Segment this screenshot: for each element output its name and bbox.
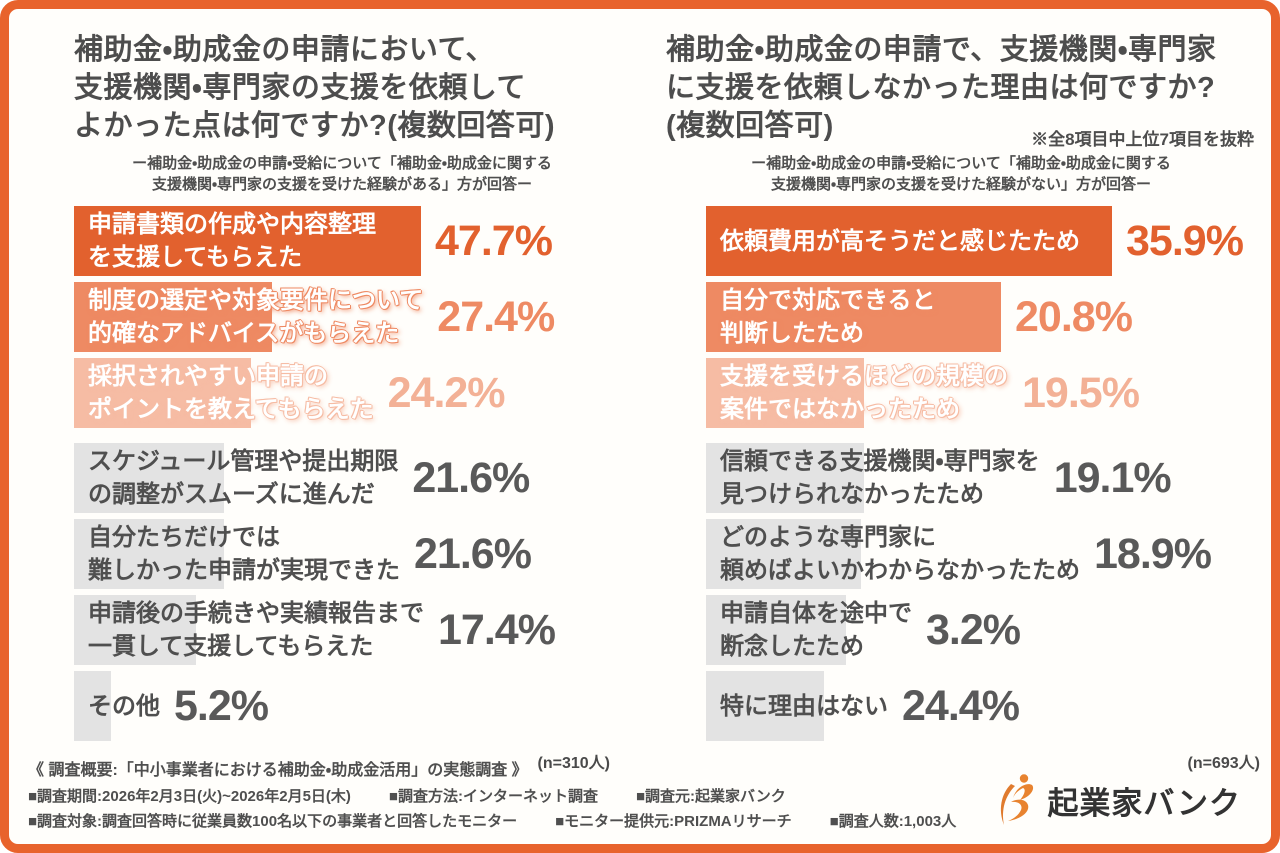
bar-row: 信頼できる支援機関・専門家を 見つけられなかったため 19.1% bbox=[706, 443, 1256, 513]
bar-row: どのような専門家に 頼めばよいかわからなかったため 18.9% bbox=[706, 519, 1256, 589]
footer-item: ■モニター提供元:PRIZMAリサーチ bbox=[555, 813, 792, 830]
bar-label: 自分たちだけでは 難しかった申請が実現できた bbox=[88, 524, 400, 584]
panel-right-bars: 依頼費用が高そうだと感じたため 35.9% 自分で対応できると 判断したため 2… bbox=[706, 206, 1256, 741]
panel-right-subtitle: ー補助金・助成金の申請・受給について「補助金・助成金に関する 支援機関・専門家の… bbox=[751, 155, 1171, 193]
bar-value: 19.1% bbox=[1053, 453, 1172, 502]
footer-item: ■調査方法:インターネット調査 bbox=[388, 788, 598, 805]
bar-label: 制度の選定や対象要件について 的確なアドバイスがもらえた bbox=[88, 287, 424, 347]
bar-label: 自分で対応できると 判断したため bbox=[720, 287, 936, 347]
bar-value: 21.6% bbox=[412, 453, 530, 502]
panel-right-note: ※全8項目中上位7項目を抜粋 bbox=[1031, 130, 1254, 149]
kigyouka-bank-logo-icon bbox=[1001, 774, 1034, 825]
footer-line-2: ■調査期間:2026年2月3日(火)~2026年2月5日(木) ■調査方法:インタ… bbox=[28, 785, 1038, 806]
footer-item: ■調査元:起業家バンク bbox=[635, 788, 786, 805]
bar-row: その他 5.2% bbox=[74, 671, 610, 741]
bar-row: 採択されやすい申請の ポイントを教えてもらえた 24.2% bbox=[74, 358, 610, 428]
bar bbox=[706, 206, 1112, 276]
kigyouka-bank-logo-text: 起業家バンク bbox=[1047, 785, 1241, 821]
bar bbox=[706, 282, 1001, 352]
bar-value: 27.4% bbox=[437, 292, 555, 341]
bar-label: 採択されやすい申請の ポイントを教えてもらえた bbox=[88, 363, 374, 423]
bar-row: 申請自体を途中で 断念したため 3.2% bbox=[706, 595, 1256, 665]
bar-value: 19.5% bbox=[1022, 368, 1140, 417]
bar-value: 35.9% bbox=[1126, 216, 1244, 265]
bar bbox=[74, 443, 224, 513]
bar bbox=[706, 671, 824, 741]
bar bbox=[74, 519, 224, 589]
bar-row: スケジュール管理や提出期限 の調整がスムーズに進んだ 21.6% bbox=[74, 443, 610, 513]
bar-label: どのような専門家に 頼めばよいかわからなかったため bbox=[720, 524, 1080, 584]
bar bbox=[706, 519, 861, 589]
panel-left-sample-size: (n=310人) bbox=[537, 755, 610, 772]
bar-row: 自分たちだけでは 難しかった申請が実現できた 21.6% bbox=[74, 519, 610, 589]
bar-label: 申請後の手続きや実績報告まで 一貫して支援してもらえた bbox=[88, 600, 424, 660]
bar-label: 申請書類の作成や内容整理 を支援してもらえた bbox=[88, 211, 376, 271]
bar bbox=[74, 595, 196, 665]
bar bbox=[706, 358, 864, 428]
bar bbox=[74, 671, 111, 741]
footer-item: ■調査期間:2026年2月3日(火)~2026年2月5日(木) bbox=[28, 788, 351, 805]
footer-item: ■調査人数:1,003人 bbox=[829, 813, 957, 830]
bar-value: 47.7% bbox=[435, 216, 553, 265]
footer-item: ■調査対象:調査回答時に従業員数100名以下の事業者と回答したモニター bbox=[28, 813, 518, 830]
bar-value: 5.2% bbox=[174, 681, 269, 730]
bar-value: 24.4% bbox=[902, 681, 1020, 730]
bar bbox=[74, 282, 272, 352]
panel-left-title: 補助金・助成金の申請において、 支援機関・専門家の支援を依頼して よかった点は何… bbox=[74, 34, 556, 142]
bar-value: 18.9% bbox=[1094, 529, 1212, 578]
bar-label: スケジュール管理や提出期限 の調整がスムーズに進んだ bbox=[88, 448, 399, 508]
panel-right-title-wrap: 補助金・助成金の申請で、支援機関・専門家 に支援を依頼しなかった理由は何ですか?… bbox=[666, 31, 1256, 149]
panel-left-bars: 申請書類の作成や内容整理 を支援してもらえた 47.7% 制度の選定や対象要件に… bbox=[74, 206, 610, 741]
bar-label: その他 bbox=[88, 692, 160, 720]
bar-row: 申請後の手続きや実績報告まで 一貫して支援してもらえた 17.4% bbox=[74, 595, 610, 665]
bar-value: 17.4% bbox=[438, 605, 556, 654]
bar bbox=[706, 443, 864, 513]
bar-label: 支援を受けるほどの規模の 案件ではなかったため bbox=[720, 363, 1008, 423]
bar-label: 特に理由はない bbox=[720, 692, 888, 720]
bar-value: 20.8% bbox=[1015, 292, 1133, 341]
panel-left-subtitle: ー補助金・助成金の申請・受給について「補助金・助成金に関する 支援機関・専門家の… bbox=[132, 155, 552, 193]
kigyouka-bank-logo: 起業家バンク bbox=[994, 772, 1241, 828]
bar-row: 依頼費用が高そうだと感じたため 35.9% bbox=[706, 206, 1256, 276]
bar bbox=[74, 358, 251, 428]
bar-row: 自分で対応できると 判断したため 20.8% bbox=[706, 282, 1256, 352]
bar bbox=[74, 206, 421, 276]
bar-value: 24.2% bbox=[387, 368, 506, 417]
footer-heading: 《 調査概要:「中小事業者における補助金・助成金活用」の実態調査 》 bbox=[28, 762, 528, 779]
survey-overview-footer: 《 調査概要:「中小事業者における補助金・助成金活用」の実態調査 》 ■調査期間… bbox=[28, 756, 1038, 835]
panel-right-sample-size: (n=693人) bbox=[1187, 755, 1260, 772]
bar-row: 特に理由はない 24.4% bbox=[706, 671, 1256, 741]
bar-value: 3.2% bbox=[926, 605, 1021, 654]
bar-label: 信頼できる支援機関・専門家を 見つけられなかったため bbox=[720, 448, 1040, 508]
panel-left: 補助金・助成金の申請において、 支援機関・専門家の支援を依頼して よかった点は何… bbox=[74, 31, 610, 773]
panel-right: 補助金・助成金の申請で、支援機関・専門家 に支援を依頼しなかった理由は何ですか?… bbox=[666, 31, 1260, 773]
footer-line-3: ■調査対象:調査回答時に従業員数100名以下の事業者と回答したモニター ■モニター… bbox=[28, 810, 1038, 831]
bar-label: 申請自体を途中で 断念したため bbox=[720, 600, 912, 660]
bar bbox=[706, 595, 846, 665]
bar-label: 依頼費用が高そうだと感じたため bbox=[720, 227, 1080, 255]
bar-row: 支援を受けるほどの規模の 案件ではなかったため 19.5% bbox=[706, 358, 1256, 428]
panel-right-title: 補助金・助成金の申請で、支援機関・専門家 に支援を依頼しなかった理由は何ですか?… bbox=[666, 34, 1217, 142]
bar-row: 申請書類の作成や内容整理 を支援してもらえた 47.7% bbox=[74, 206, 610, 276]
bar-row: 制度の選定や対象要件について 的確なアドバイスがもらえた 27.4% bbox=[74, 282, 610, 352]
bar-value: 21.6% bbox=[414, 529, 532, 578]
